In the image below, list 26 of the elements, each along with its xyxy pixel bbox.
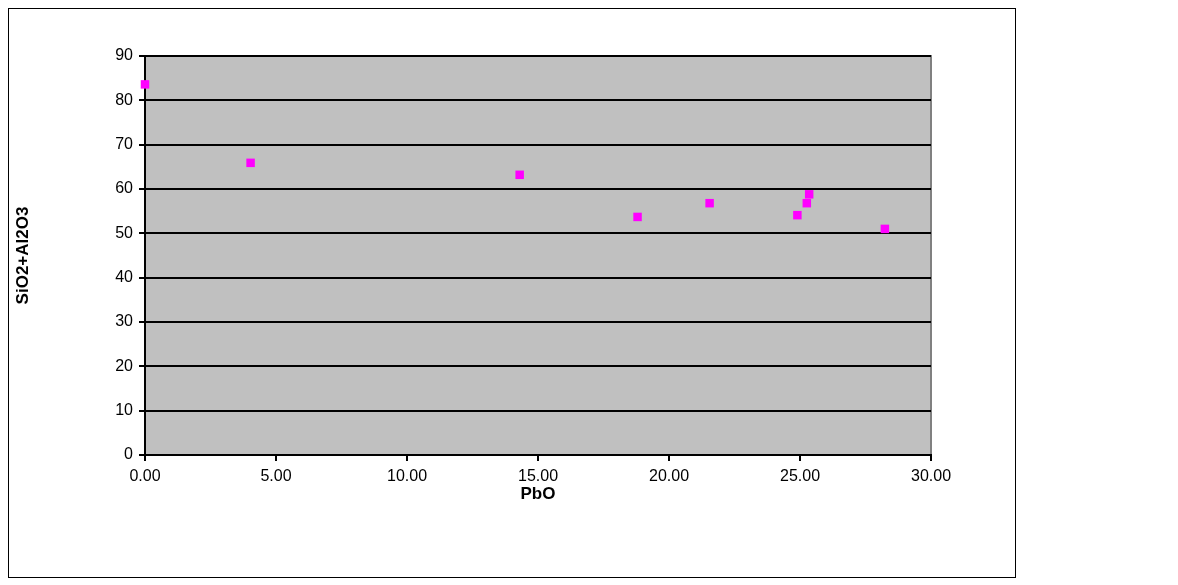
x-tick-label: 15.00 xyxy=(517,467,559,485)
y-tick-label: 90 xyxy=(115,46,134,64)
y-tick-label: 70 xyxy=(115,135,134,153)
x-tick-label: 25.00 xyxy=(779,467,821,485)
x-tick-label: 10.00 xyxy=(386,467,428,485)
y-tick-label: 10 xyxy=(115,401,134,419)
y-tick-label: 20 xyxy=(115,356,134,374)
point xyxy=(705,198,714,208)
point xyxy=(804,190,814,199)
point xyxy=(140,80,150,89)
y-tick-label: 80 xyxy=(115,90,134,108)
point xyxy=(515,170,524,180)
y-tick-label: 40 xyxy=(115,268,134,286)
x-tick-label: 0.00 xyxy=(129,467,161,485)
x-tick-label: 20.00 xyxy=(648,467,690,485)
point xyxy=(633,212,642,222)
x-axis-title: PbO xyxy=(520,484,556,504)
y-tick-label: 30 xyxy=(115,312,134,330)
x-tick-label: 30.00 xyxy=(910,467,952,485)
y-axis-title: SiO2+Al2O3 xyxy=(12,206,32,305)
y-tick-label: 0 xyxy=(124,445,134,463)
x-tick-label: 5.00 xyxy=(260,467,292,485)
y-tick-label: 60 xyxy=(115,179,134,197)
point xyxy=(246,158,255,168)
point xyxy=(793,210,802,220)
y-tick-label: 50 xyxy=(115,223,134,241)
